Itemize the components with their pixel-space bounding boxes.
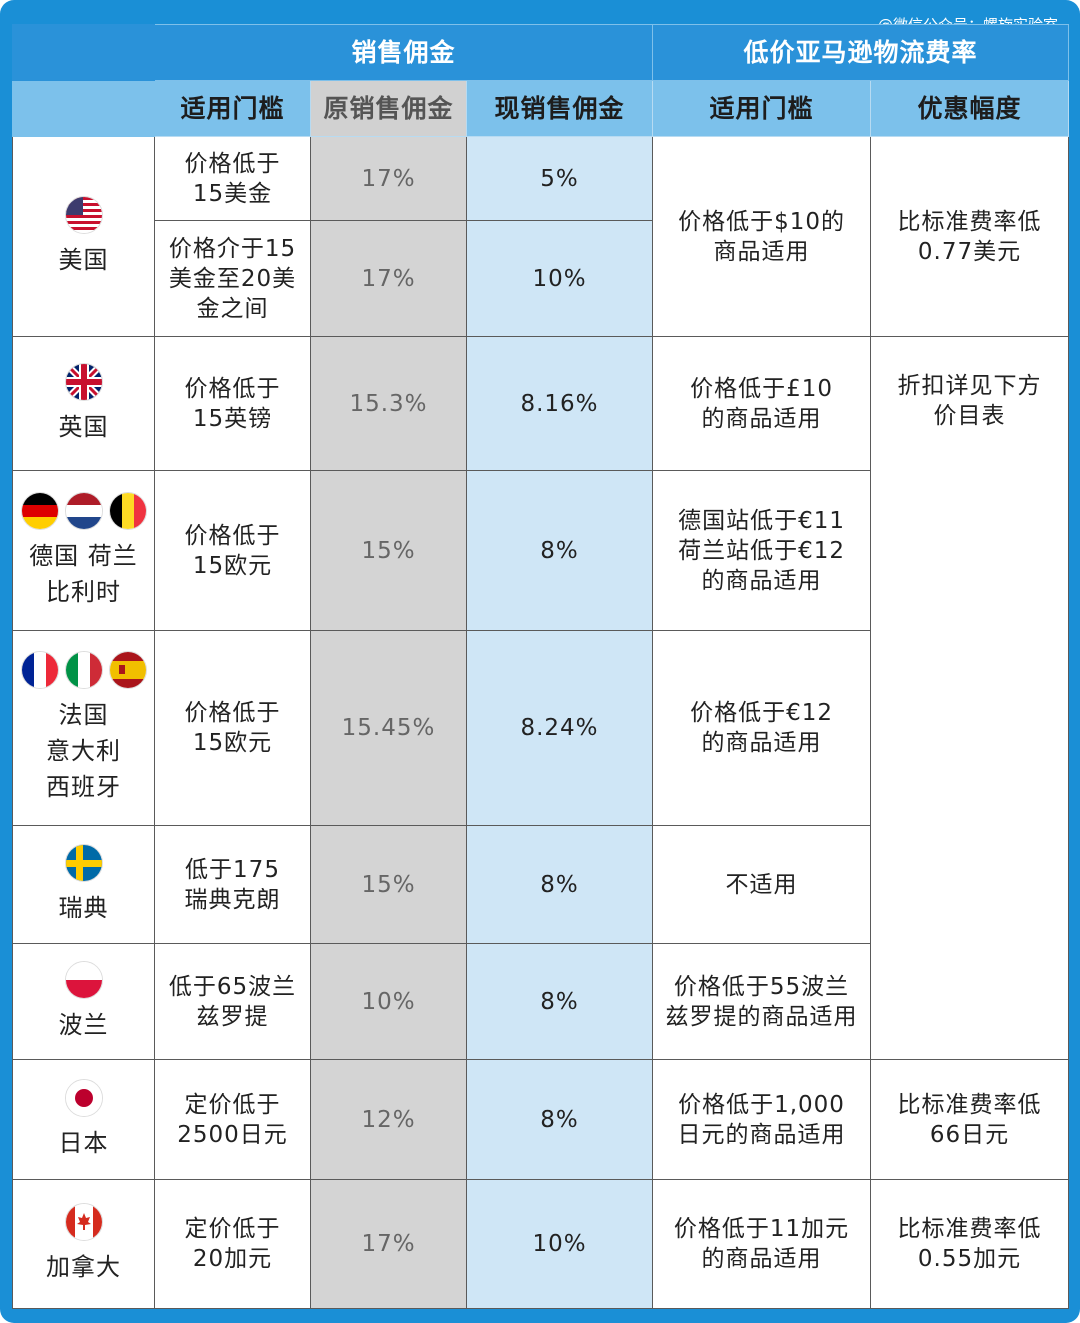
new-commission-cell: 10% bbox=[465, 220, 654, 337]
header-row-groups: 销售佣金 低价亚马逊物流费率 bbox=[12, 24, 1070, 81]
fba-threshold-cell: 价格低于$10的 商品适用 bbox=[652, 136, 872, 337]
new-commission-cell: 5% bbox=[465, 136, 654, 221]
threshold-cell: 低于65波兰 兹罗提 bbox=[154, 943, 311, 1060]
fba-threshold-cell: 价格低于11加元 的商品适用 bbox=[652, 1179, 872, 1309]
header-old-commission: 原销售佣金 bbox=[310, 80, 467, 137]
fba-threshold-cell: 价格低于55波兰 兹罗提的商品适用 bbox=[652, 943, 872, 1060]
canada-flag-icon bbox=[64, 1203, 103, 1241]
new-commission-cell: 8.16% bbox=[465, 336, 654, 471]
country-name: 法国 意大利 西班牙 bbox=[46, 701, 121, 801]
old-commission-cell: 12% bbox=[310, 1059, 467, 1180]
japan-flag-icon bbox=[64, 1078, 103, 1117]
new-commission-cell: 8% bbox=[465, 470, 654, 631]
commission-table: 销售佣金 低价亚马逊物流费率 适用门槛 原销售佣金 现销售佣金 适用门槛 优惠幅… bbox=[12, 24, 1070, 1309]
old-commission-cell: 15% bbox=[310, 825, 467, 944]
country-cell-ca: 加拿大 bbox=[12, 1179, 155, 1309]
fba-threshold-cell: 价格低于£10 的商品适用 bbox=[652, 336, 872, 471]
country-name: 德国 荷兰 比利时 bbox=[29, 541, 138, 606]
threshold-cell: 价格低于 15欧元 bbox=[154, 470, 311, 631]
threshold-cell: 价格低于 15美金 bbox=[154, 136, 311, 221]
netherlands-flag-icon bbox=[64, 491, 103, 530]
header-threshold: 适用门槛 bbox=[154, 80, 311, 137]
old-commission-cell: 10% bbox=[310, 943, 467, 1060]
table-row-jp: 日本 定价低于 2500日元 12% 8% 价格低于1,000 日元的商品适用 … bbox=[12, 1059, 1070, 1180]
threshold-cell: 价格低于 15英镑 bbox=[154, 336, 311, 471]
header-corner bbox=[12, 24, 155, 81]
threshold-cell: 低于175 瑞典克朗 bbox=[154, 825, 311, 944]
table-row-ca: 加拿大 定价低于 20加元 17% 10% 价格低于11加元 的商品适用 比标准… bbox=[12, 1179, 1070, 1309]
us-flag-icon bbox=[64, 195, 103, 234]
country-name: 英国 bbox=[58, 412, 109, 441]
threshold-cell: 价格介于15 美金至20美 金之间 bbox=[154, 220, 311, 337]
fba-threshold-cell: 价格低于€12 的商品适用 bbox=[652, 630, 872, 826]
sweden-flag-icon bbox=[64, 843, 103, 882]
old-commission-cell: 17% bbox=[310, 136, 467, 221]
germany-flag-icon bbox=[20, 491, 59, 530]
discount-cell: 比标准费率低 0.55加元 bbox=[870, 1179, 1070, 1309]
country-cell-de-nl-be: 德国 荷兰 比利时 bbox=[12, 470, 155, 631]
table-row-fr-it-es: 法国 意大利 西班牙 价格低于 15欧元 15.45% 8.24% 价格低于€1… bbox=[12, 630, 1069, 826]
old-commission-cell: 15% bbox=[310, 470, 467, 631]
uk-flag-icon bbox=[64, 362, 103, 401]
header-new-commission: 现销售佣金 bbox=[465, 80, 654, 137]
header-discount: 优惠幅度 bbox=[870, 80, 1070, 137]
old-commission-cell: 15.3% bbox=[310, 336, 467, 471]
fba-threshold-cell: 不适用 bbox=[652, 825, 872, 944]
header-fba-threshold: 适用门槛 bbox=[652, 80, 872, 137]
spain-flag-icon bbox=[108, 651, 147, 689]
header-sales-commission: 销售佣金 bbox=[153, 24, 654, 81]
threshold-cell: 定价低于 2500日元 bbox=[154, 1059, 311, 1180]
country-name: 瑞典 bbox=[58, 893, 109, 922]
country-cell-pl: 波兰 bbox=[12, 943, 155, 1060]
country-name: 日本 bbox=[58, 1128, 109, 1157]
fba-threshold-cell: 德国站低于€11 荷兰站低于€12 的商品适用 bbox=[652, 470, 872, 631]
country-cell-us: 美国 bbox=[12, 136, 155, 337]
table-row-pl: 波兰 低于65波兰 兹罗提 10% 8% 价格低于55波兰 兹罗提的商品适用 bbox=[12, 943, 1069, 1060]
country-name: 加拿大 bbox=[46, 1253, 121, 1281]
old-commission-cell: 17% bbox=[310, 220, 467, 337]
belgium-flag-icon bbox=[108, 491, 147, 530]
country-name: 波兰 bbox=[58, 1010, 109, 1039]
table-row-uk: 英国 价格低于 15英镑 15.3% 8.16% 价格低于£10 的商品适用 折… bbox=[12, 336, 1070, 1060]
threshold-cell: 价格低于 15欧元 bbox=[154, 630, 311, 826]
new-commission-cell: 8% bbox=[465, 825, 654, 944]
new-commission-cell: 8% bbox=[465, 1059, 654, 1180]
discount-cell-eu: 折扣详见下方 价目表 bbox=[870, 336, 1070, 1060]
poland-flag-icon bbox=[64, 960, 103, 999]
old-commission-cell: 15.45% bbox=[310, 630, 467, 826]
table-row-us-2: 价格介于15 美金至20美 金之间 17% 10% bbox=[13, 220, 1069, 337]
country-cell-se: 瑞典 bbox=[12, 825, 155, 944]
country-cell-uk: 英国 bbox=[12, 336, 155, 471]
discount-cell: 比标准费率低 66日元 bbox=[870, 1059, 1070, 1180]
new-commission-cell: 10% bbox=[465, 1179, 654, 1309]
threshold-cell: 定价低于 20加元 bbox=[154, 1179, 311, 1309]
country-name: 美国 bbox=[58, 245, 109, 274]
discount-cell: 比标准费率低 0.77美元 bbox=[870, 136, 1070, 337]
old-commission-cell: 17% bbox=[310, 1179, 467, 1309]
header-row-columns: 适用门槛 原销售佣金 现销售佣金 适用门槛 优惠幅度 bbox=[12, 80, 1070, 137]
italy-flag-icon bbox=[64, 651, 103, 689]
france-flag-icon bbox=[20, 651, 59, 689]
fba-threshold-cell: 价格低于1,000 日元的商品适用 bbox=[652, 1059, 872, 1180]
table-row-de-nl-be: 德国 荷兰 比利时 价格低于 15欧元 15% 8% 德国站低于€11 荷兰站低… bbox=[12, 470, 1069, 631]
header-low-price-fba: 低价亚马逊物流费率 bbox=[652, 24, 1070, 81]
country-cell-fr-it-es: 法国 意大利 西班牙 bbox=[12, 630, 155, 826]
table-row-se: 瑞典 低于175 瑞典克朗 15% 8% 不适用 bbox=[12, 825, 1069, 944]
new-commission-cell: 8% bbox=[465, 943, 654, 1060]
new-commission-cell: 8.24% bbox=[465, 630, 654, 826]
country-cell-jp: 日本 bbox=[12, 1059, 155, 1180]
header-corner-2 bbox=[12, 80, 155, 137]
table-row-us-1: 美国 价格低于 15美金 17% 5% 价格低于$10的 商品适用 比标准费率低… bbox=[12, 136, 1070, 337]
